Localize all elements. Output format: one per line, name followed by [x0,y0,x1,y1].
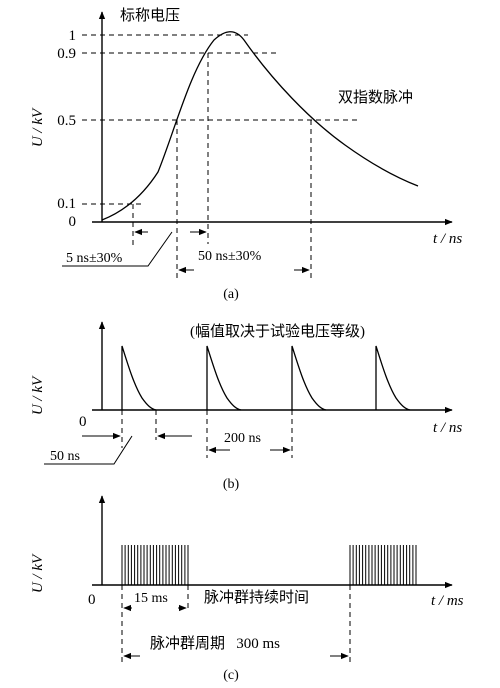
panel-a-x-axis-label: t / ns [433,231,462,247]
y-tick-0-9: 0.9 [57,46,76,62]
rise-time-leader [62,231,173,267]
pulse-duration-label: 50 ns [50,449,80,464]
panel-a: U / kV t / ns 标称电压 1 0.9 0.5 0.1 0 双指数脉冲… [30,7,462,302]
panel-c: U / kV t / ms 0 15 ms 脉冲群持续时间 脉冲群周期 300 … [30,495,464,683]
double-exponential-waveform [101,31,419,221]
nominal-voltage-label: 标称电压 [120,7,180,24]
panel-b-y-axis-label: U / kV [30,375,46,415]
rise-time-label: 5 ns±30% [66,251,123,266]
panel-a-caption: (a) [223,287,239,302]
pulse-2 [206,345,242,411]
pulse-width-label: 50 ns±30% [198,249,262,264]
y-tick-0-1: 0.1 [57,196,76,212]
panel-c-origin: 0 [88,592,96,608]
y-tick-0: 0 [69,214,77,230]
y-tick-1: 1 [69,28,77,44]
amplitude-note: (幅值取决于试验电压等级) [190,322,365,340]
panel-c-x-axis-label: t / ms [431,593,464,609]
panel-c-y-axis-label: U / kV [30,553,46,593]
panel-b: U / kV t / ns 0 (幅值取决于试验电压等级) 50 ns 200 … [30,321,462,492]
pulse-1 [121,345,157,411]
pulse-duration-leader [44,435,133,465]
y-tick-0-5: 0.5 [57,113,76,129]
burst-2 [349,545,417,585]
pulse-period-label: 200 ns [224,431,261,446]
panel-a-y-axis-label: U / kV [30,107,46,147]
double-exponential-label: 双指数脉冲 [338,89,413,106]
burst-duration-text: 脉冲群持续时间 [204,589,309,606]
burst-duration-label: 15 ms [134,591,168,606]
pulse-3 [291,345,327,411]
burst-period-label: 脉冲群周期 300 ms [150,635,280,652]
pulse-4 [375,345,411,411]
panel-b-caption: (b) [223,477,240,492]
panel-c-caption: (c) [223,668,239,683]
panel-b-x-axis-label: t / ns [433,420,462,436]
panel-b-origin: 0 [79,414,87,430]
burst-1 [121,545,189,585]
